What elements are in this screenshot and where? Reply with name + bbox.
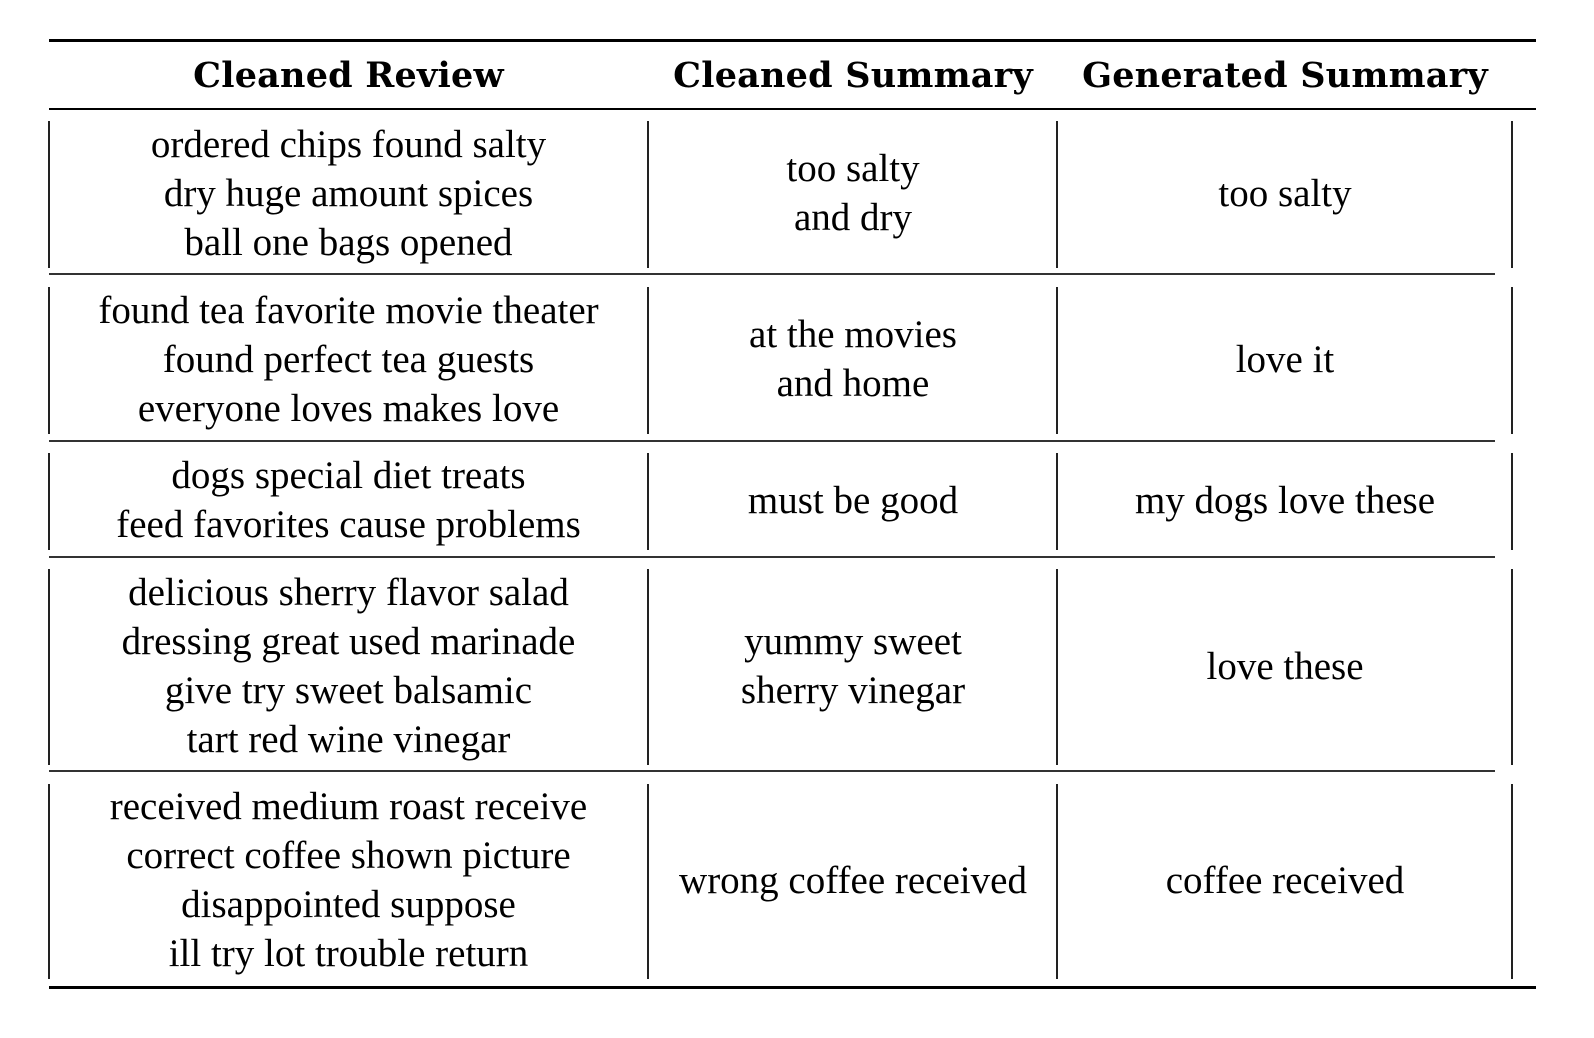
header-cleaned-review: Cleaned Review bbox=[193, 54, 504, 96]
row-1-border-right bbox=[1511, 121, 1513, 268]
row-3-divider bbox=[49, 556, 1495, 558]
row-2-border-2 bbox=[1056, 287, 1058, 434]
row-3-border-2 bbox=[1056, 453, 1058, 550]
row-1-review: ordered chips found salty dry huge amoun… bbox=[150, 122, 547, 264]
row-2-border-left bbox=[48, 287, 50, 434]
table-bottom-rule bbox=[49, 986, 1536, 989]
row-5-border-left bbox=[48, 784, 50, 979]
header-generated-summary: Generated Summary bbox=[1082, 54, 1488, 96]
row-5-review: received medium roast receive correct co… bbox=[109, 785, 588, 975]
row-2-review: found tea favorite movie theater found p… bbox=[98, 288, 599, 430]
row-1-border-2 bbox=[1056, 121, 1058, 268]
row-5-cleaned-summary: wrong coffee received bbox=[679, 858, 1027, 902]
header-cleaned-summary: Cleaned Summary bbox=[673, 54, 1033, 96]
row-3-generated-summary: my dogs love these bbox=[1134, 478, 1436, 522]
row-3-border-right bbox=[1511, 453, 1513, 550]
row-2-cleaned-summary: at the movies and home bbox=[749, 313, 957, 405]
row-3-review: dogs special diet treats feed favorites … bbox=[116, 454, 581, 546]
row-1-cleaned-summary: too salty and dry bbox=[786, 147, 920, 239]
row-4-border-2 bbox=[1056, 569, 1058, 765]
row-4-border-right bbox=[1511, 569, 1513, 765]
row-5-border-right bbox=[1511, 784, 1513, 979]
row-2-generated-summary: love it bbox=[1235, 337, 1335, 381]
table-top-rule bbox=[49, 39, 1536, 42]
row-3-border-left bbox=[48, 453, 50, 550]
row-5-generated-summary: coffee received bbox=[1165, 858, 1405, 902]
row-4-cleaned-summary: yummy sweet sherry vinegar bbox=[740, 620, 966, 712]
row-5-border-2 bbox=[1056, 784, 1058, 979]
row-2-divider bbox=[49, 440, 1495, 442]
row-3-cleaned-summary: must be good bbox=[747, 478, 959, 522]
row-1-border-1 bbox=[647, 121, 649, 268]
row-2-border-1 bbox=[647, 287, 649, 434]
row-5-border-1 bbox=[647, 784, 649, 979]
row-3-border-1 bbox=[647, 453, 649, 550]
row-4-border-left bbox=[48, 569, 50, 765]
row-4-review: delicious sherry flavor salad dressing g… bbox=[121, 571, 576, 761]
table-header-rule bbox=[49, 108, 1536, 110]
row-1-border-left bbox=[48, 121, 50, 268]
row-1-divider bbox=[49, 273, 1495, 275]
row-1-generated-summary: too salty bbox=[1218, 171, 1352, 215]
row-4-divider bbox=[49, 770, 1495, 772]
row-2-border-right bbox=[1511, 287, 1513, 434]
row-4-border-1 bbox=[647, 569, 649, 765]
row-4-generated-summary: love these bbox=[1206, 644, 1364, 688]
